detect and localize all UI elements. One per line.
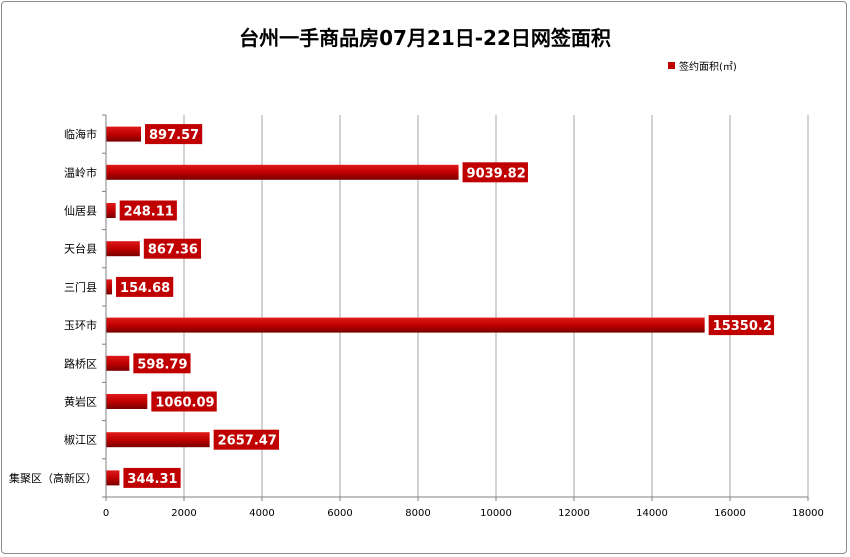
data-label-box	[119, 200, 177, 221]
x-tick-label: 6000	[327, 508, 352, 519]
data-label-box	[123, 467, 181, 488]
data-label-box	[151, 391, 217, 412]
bar	[106, 432, 210, 448]
bar	[106, 203, 116, 218]
bar	[106, 164, 459, 180]
category-label: 玉环市	[64, 318, 97, 332]
data-label-box	[145, 124, 203, 145]
x-tick-label: 0	[103, 508, 109, 519]
data-label-box	[133, 353, 191, 374]
category-label: 临海市	[64, 127, 97, 141]
data-label: 2657.47	[218, 434, 277, 449]
category-label: 温岭市	[64, 165, 97, 179]
data-label: 344.31	[127, 472, 177, 487]
chart-title: 台州一手商品房07月21日-22日网签面积	[239, 26, 611, 50]
category-label: 椒江区	[64, 433, 97, 447]
data-label-box	[116, 276, 174, 297]
x-tick-label: 8000	[405, 508, 430, 519]
data-label: 1060.09	[155, 396, 214, 411]
bar	[106, 470, 120, 486]
x-tick-label: 18000	[792, 508, 824, 519]
data-label: 154.68	[120, 281, 170, 296]
category-label: 集聚区（高新区）	[9, 471, 97, 485]
x-tick-label: 10000	[480, 508, 512, 519]
x-tick-label: 14000	[636, 508, 668, 519]
bar	[106, 355, 130, 371]
category-label: 仙居县	[64, 205, 97, 218]
x-tick-label: 4000	[249, 508, 274, 519]
bar	[106, 279, 113, 295]
legend-swatch	[668, 62, 675, 69]
x-tick-label: 12000	[558, 508, 590, 519]
data-label-box	[213, 429, 280, 450]
data-label: 15350.2	[713, 319, 772, 334]
legend-label: 签约面积(㎡)	[679, 62, 737, 73]
bar	[106, 394, 148, 409]
data-label-box	[462, 162, 528, 183]
bar	[106, 241, 140, 257]
data-label: 598.79	[137, 357, 187, 372]
data-label: 897.57	[149, 128, 199, 143]
category-label: 三门县	[64, 280, 97, 294]
data-label: 248.11	[124, 205, 174, 220]
category-label: 路桥区	[64, 357, 97, 370]
bar	[106, 126, 142, 142]
category-label: 黄岩区	[64, 395, 97, 409]
bar	[106, 317, 705, 333]
data-label: 867.36	[148, 243, 198, 258]
category-label: 天台县	[64, 242, 97, 256]
data-label-box	[143, 238, 202, 259]
data-label-box	[708, 315, 775, 336]
data-label: 9039.82	[467, 166, 526, 181]
chart-legend: 签约面积(㎡)	[668, 58, 737, 73]
x-tick-label: 2000	[171, 508, 196, 519]
x-tick-label: 16000	[714, 508, 746, 519]
